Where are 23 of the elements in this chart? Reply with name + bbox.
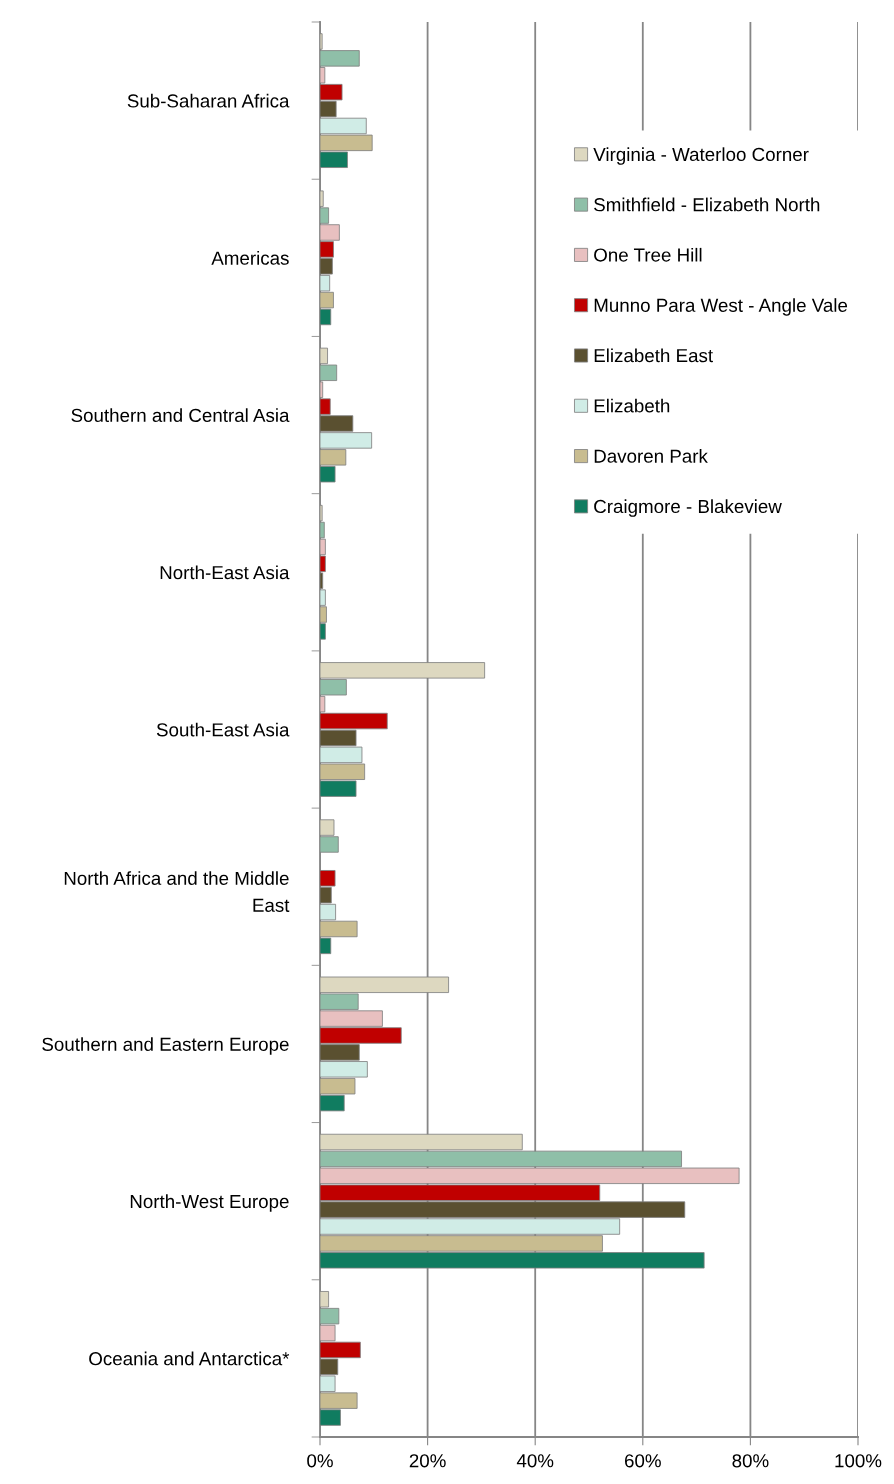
x-tick-label: 80% xyxy=(732,1454,769,1468)
y-tick-label: Southern and Eastern Europe xyxy=(42,1037,289,1055)
y-tick-label: Southern and Central Asia xyxy=(71,408,290,423)
y-tick-label: Americas xyxy=(211,251,289,265)
y-tick-label: Sub-Saharan Africa xyxy=(127,93,290,108)
y-tick-label: North Africa and the Middle East xyxy=(64,871,290,912)
legend-label: Craigmore - Blakeview xyxy=(594,499,782,517)
legend-label: Elizabeth xyxy=(594,398,670,413)
x-tick-label: 20% xyxy=(409,1454,446,1468)
x-tick-label: 40% xyxy=(516,1454,554,1468)
x-tick-label: 100% xyxy=(835,1454,882,1468)
y-tick-label: North-East Asia xyxy=(160,565,290,580)
legend-label: One Tree Hill xyxy=(594,247,702,262)
legend-label: Elizabeth East xyxy=(594,348,713,363)
x-tick-label: 0% xyxy=(307,1454,333,1468)
legend-label: Virginia - Waterloo Corner xyxy=(593,147,809,165)
legend-label: Smithfield - Elizabeth North xyxy=(594,197,820,212)
y-tick-label: South-East Asia xyxy=(156,722,290,737)
y-tick-label: Oceania and Antarctica* xyxy=(89,1351,290,1366)
legend-label: Davoren Park xyxy=(594,449,708,463)
y-tick-label: North-West Europe xyxy=(130,1194,289,1212)
x-tick-label: 60% xyxy=(624,1454,661,1468)
legend-label: Munno Para West - Angle Vale xyxy=(594,298,848,316)
